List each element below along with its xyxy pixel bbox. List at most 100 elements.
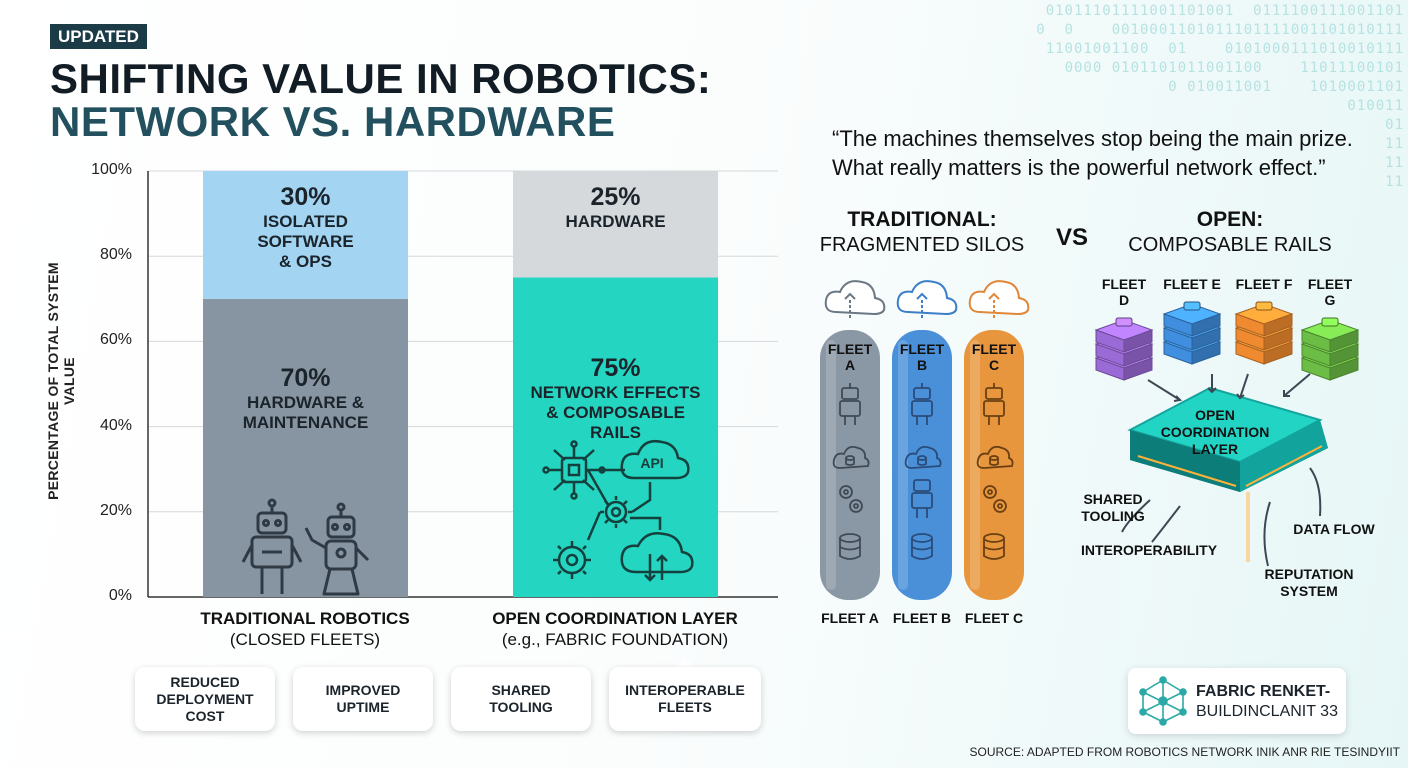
network-icons [542, 440, 694, 582]
y-tick-label: 80% [99, 246, 132, 264]
annotation-shared-tooling: SHARED TOOLING [1081, 491, 1145, 524]
open-header: OPEN: COMPOSABLE RAILS [1120, 207, 1340, 258]
silo-top-label: FLEET B [899, 341, 945, 373]
cloud-icon [832, 445, 870, 469]
category-open: OPEN COORDINATION LAYER (e.g., FABRIC FO… [460, 608, 770, 650]
gears-icon [839, 485, 863, 513]
bar-segment-label: 75% NETWORK EFFECTS & COMPOSABLE RAILS [513, 354, 718, 443]
y-tick-label: 0% [108, 587, 132, 604]
bar-category-text: RAILS [590, 423, 641, 443]
api-cloud-icon [620, 440, 690, 480]
open-fleet-label: FLEET F [1235, 276, 1293, 292]
gear-icon-2 [553, 541, 591, 579]
coordination-platform [1127, 386, 1328, 562]
y-tick-label: 40% [99, 416, 132, 434]
bar-value-label: 70% [280, 364, 331, 393]
database-icon [839, 533, 861, 560]
traditional-subtitle: FRAGMENTED SILOS [819, 234, 1025, 256]
bar-category-text: ISOLATED [263, 212, 348, 231]
gears-icon [983, 485, 1007, 513]
bar-segment-label: 70% HARDWARE & MAINTENANCE [203, 364, 408, 433]
y-tick-label: 100% [91, 161, 132, 178]
quote: “The machines themselves stop being the … [832, 124, 1353, 182]
database-icon [911, 533, 933, 560]
bar-segment [513, 171, 718, 278]
silo-bottom-label: FLEET C [964, 610, 1024, 626]
coordination-layer-label: OPEN COORDINATION LAYER [1160, 407, 1270, 457]
cloud-upload-icon [824, 280, 886, 318]
robot-arm-icon [304, 502, 370, 596]
vs-label: VS [1056, 224, 1089, 251]
robot-icon [983, 383, 1005, 425]
open-fleet-label: FLEET D [1101, 276, 1147, 308]
bar-category-text: HARDWARE [565, 212, 666, 231]
stacked-bar-chart: API [147, 170, 778, 598]
bar-segment [203, 171, 408, 299]
cloud-upload-icon [968, 280, 1030, 318]
database-icon [983, 533, 1005, 560]
updated-badge: UPDATED [50, 24, 147, 49]
benefit-shared-tooling: SHARED TOOLING [451, 667, 591, 731]
bar-category-text: HARDWARE & [246, 393, 365, 413]
silo-highlight [898, 340, 908, 590]
bar-segment [203, 298, 408, 597]
binary-background: 01011101111001101001 0111100111001101 0 … [1036, 3, 1404, 190]
bar-value-label: 25% [590, 183, 641, 211]
network-logo-icon [1139, 676, 1187, 726]
annotation-reputation-system: REPUTATION SYSTEM [1264, 566, 1354, 599]
silo-highlight [826, 340, 836, 590]
category-open-name: OPEN COORDINATION LAYER [492, 609, 738, 628]
bar-category-text: SOFTWARE [257, 232, 354, 251]
cloud-icon [976, 445, 1014, 469]
api-label: API [640, 455, 663, 471]
benefit-improved-uptime: IMPROVED UPTIME [293, 667, 433, 731]
annotation-data-flow: DATA FLOW [1293, 521, 1375, 537]
benefit-interoperable-fleets: INTEROPERABLE FLEETS [609, 667, 761, 731]
page-subtitle: NETWORK VS. HARDWARE [50, 98, 616, 145]
fleet-cube [1162, 301, 1222, 365]
silo-top-label: FLEET A [827, 341, 873, 373]
silo-top-label: FLEET C [971, 341, 1017, 373]
bar-segment-label: 30% ISOLATED SOFTWARE & OPS [203, 183, 408, 272]
open-fleet-label: FLEET E [1163, 276, 1221, 292]
robot-icon [839, 383, 861, 425]
category-open-sub: (e.g., FABRIC FOUNDATION) [501, 630, 729, 649]
fleet-cube [1234, 301, 1294, 365]
fleet-cube [1300, 317, 1360, 381]
annotation-interoperability: INTEROPERABILITY [1080, 542, 1218, 558]
quote-line-2: What really matters is the powerful netw… [832, 155, 1326, 180]
silo-bottom-label: FLEET B [892, 610, 952, 626]
traditional-header: TRADITIONAL: FRAGMENTED SILOS [812, 207, 1032, 258]
silo-icons [832, 383, 1014, 560]
bar-value-label: 75% [590, 354, 641, 383]
cloud-upload-icon [896, 280, 958, 318]
robot-icon [911, 479, 933, 518]
silo-highlight [970, 340, 980, 590]
fleet-cube [1094, 317, 1154, 381]
open-fleet-cubes [1094, 301, 1360, 381]
bar-category-text: & COMPOSABLE [546, 403, 685, 423]
open-fleet-label: FLEET G [1307, 276, 1353, 308]
fleet-diagram [820, 280, 1360, 600]
logo-line-2: BUILDINCLANIT 33 [1196, 703, 1338, 720]
traditional-title: TRADITIONAL: [847, 208, 997, 231]
fabric-logo-card: FABRIC RENKET- BUILDINCLANIT 33 [1128, 668, 1346, 734]
bar-category-text: & OPS [279, 252, 332, 271]
bar-category-text: MAINTENANCE [242, 413, 369, 433]
source-note: SOURCE: ADAPTED FROM ROBOTICS NETWORK IN… [969, 745, 1401, 759]
category-traditional-name: TRADITIONAL ROBOTICS [200, 609, 410, 628]
cloud-transfer-icon [620, 532, 694, 582]
benefit-reduced-cost: REDUCED DEPLOYMENT COST [135, 667, 275, 731]
chip-icon [542, 440, 606, 500]
robot-icon [911, 383, 933, 425]
category-traditional: TRADITIONAL ROBOTICS (CLOSED FLEETS) [150, 608, 460, 650]
chart-bars [203, 171, 718, 597]
open-subtitle: COMPOSABLE RAILS [1128, 234, 1332, 256]
quote-line-1: “The machines themselves stop being the … [832, 126, 1353, 151]
silo-bottom-label: FLEET A [821, 610, 879, 626]
bar-segment-label: 25% HARDWARE [513, 183, 718, 232]
bar-segment [513, 277, 718, 597]
robot-icon [241, 498, 303, 594]
open-title: OPEN: [1196, 208, 1264, 231]
y-tick-label: 60% [99, 331, 132, 349]
